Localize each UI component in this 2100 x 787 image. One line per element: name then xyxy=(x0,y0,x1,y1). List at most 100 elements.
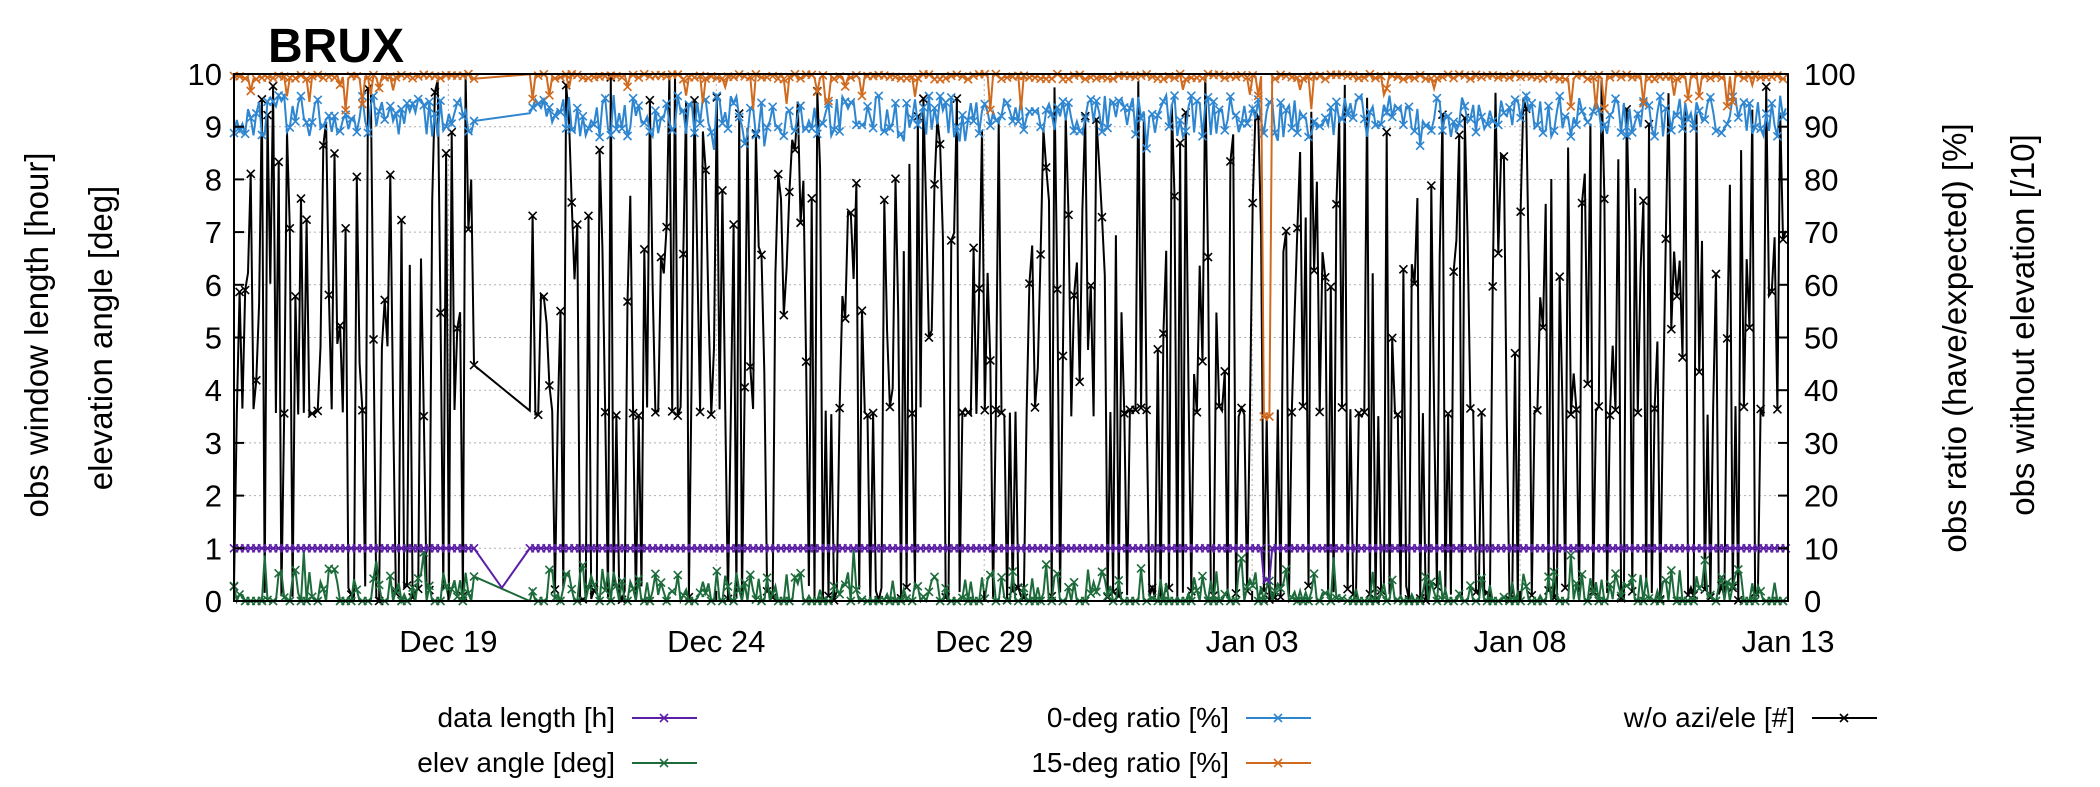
series-0deg-ratio-point xyxy=(1063,98,1074,108)
series-elev-angle-point xyxy=(740,578,750,588)
series-wo-azi-ele-point xyxy=(1633,408,1643,418)
series-elev-angle-point xyxy=(941,583,951,593)
series-wo-azi-ele-point xyxy=(924,332,934,343)
series-wo-azi-ele-point xyxy=(1169,191,1180,201)
series-wo-azi-ele-point xyxy=(1465,403,1475,414)
series-0deg-ratio-point xyxy=(469,116,479,126)
series-0deg-ratio-point xyxy=(567,125,577,135)
y-left-tick-label: 5 xyxy=(205,321,222,356)
series-0deg-ratio-point xyxy=(779,131,789,141)
series-0deg-ratio-point xyxy=(458,111,468,121)
legend-label: 15-deg ratio [%] xyxy=(1031,747,1229,778)
series-wo-azi-ele-point xyxy=(1220,366,1230,376)
series-wo-azi-ele-point xyxy=(1711,269,1721,279)
series-wo-azi-ele-point xyxy=(1499,151,1509,162)
series-15deg-ratio-point xyxy=(1264,411,1275,422)
series-wo-azi-ele-point xyxy=(1382,127,1392,137)
series-15deg-ratio-point xyxy=(622,82,633,92)
series-wo-azi-ele-point xyxy=(885,402,895,412)
series-0deg-ratio-point xyxy=(790,126,800,136)
series-15deg-ratio-point xyxy=(1181,74,1191,84)
series-0deg-ratio-point xyxy=(740,139,750,149)
series-wo-azi-ele-point xyxy=(974,283,984,294)
series-wo-azi-ele-point xyxy=(667,406,677,416)
series-elev-angle-point xyxy=(628,584,638,594)
series-0deg-ratio-point xyxy=(762,122,772,132)
series-elev-angle-point xyxy=(723,581,733,591)
series-elev-angle-point xyxy=(419,547,429,557)
series-wo-azi-ele-point xyxy=(1599,194,1609,204)
series-0deg-ratio-point xyxy=(251,108,261,118)
series-0deg-ratio-point xyxy=(751,130,761,140)
series-0deg-ratio-point xyxy=(1610,94,1621,104)
series-0deg-ratio-point xyxy=(1622,131,1632,141)
series-0deg-ratio-point xyxy=(874,91,884,101)
series-0deg-ratio-point xyxy=(902,98,912,108)
legend-marker xyxy=(1839,713,1849,723)
series-wo-azi-ele-point xyxy=(929,179,940,189)
series-0deg-ratio-point xyxy=(1538,128,1548,138)
series-wo-azi-ele-point xyxy=(795,218,806,228)
series-0deg-ratio-point xyxy=(734,112,744,122)
series-0deg-ratio-point xyxy=(1733,112,1743,123)
x-tick-label: Dec 24 xyxy=(667,624,765,659)
series-wo-azi-ele-point xyxy=(862,410,873,420)
series-wo-azi-ele-point xyxy=(285,223,295,233)
series-wo-azi-ele-point xyxy=(695,407,705,417)
series-wo-azi-ele-point xyxy=(1650,404,1660,414)
series-0deg-ratio-point xyxy=(622,131,633,141)
series-0deg-ratio-point xyxy=(667,125,677,135)
series-wo-azi-ele-point xyxy=(396,215,407,225)
x-tick-label: Jan 13 xyxy=(1741,624,1834,659)
series-data-length xyxy=(229,543,1791,590)
series-0deg-ratio-point xyxy=(1365,107,1375,117)
series-0deg-ratio-point xyxy=(1348,113,1358,123)
series-0deg-ratio-point xyxy=(857,120,867,130)
series-0deg-ratio-point xyxy=(1666,125,1676,135)
series-0deg-ratio-point xyxy=(723,124,733,134)
series-0deg-ratio-point xyxy=(1432,93,1442,103)
series-wo-azi-ele-point xyxy=(1756,404,1766,414)
series-wo-azi-ele-point xyxy=(595,145,605,155)
y-right-tick-label: 80 xyxy=(1804,162,1838,197)
series-0deg-ratio-point xyxy=(1627,127,1637,137)
series-0deg-ratio-point xyxy=(896,129,906,139)
series-0deg-ratio-point xyxy=(1577,106,1587,116)
x-tick-label: Dec 19 xyxy=(399,624,497,659)
series-15deg-ratio-point xyxy=(1236,70,1247,80)
series-elev-angle-point xyxy=(1577,569,1587,579)
series-elev-angle-point xyxy=(318,584,328,594)
series-elev-angle-point xyxy=(1041,559,1051,570)
chart-title: BRUX xyxy=(268,20,404,73)
series-wo-azi-ele-point xyxy=(1315,407,1325,417)
series-0deg-ratio-point xyxy=(913,120,923,130)
series-elev-angle-point xyxy=(1387,575,1397,585)
series-0deg-ratio-point xyxy=(1036,122,1046,132)
series-wo-azi-ele-point xyxy=(622,296,633,307)
series-0deg-ratio-point xyxy=(307,117,317,127)
series-0deg-ratio-point xyxy=(1767,98,1777,108)
series-15deg-ratio-point xyxy=(1722,101,1732,111)
series-wo-azi-ele-point xyxy=(307,408,317,419)
series-15deg-ratio-point xyxy=(1158,74,1168,84)
series-0deg-ratio-point xyxy=(1700,114,1710,125)
series-elev-angle-point xyxy=(1270,586,1280,596)
series-elev-angle-point xyxy=(1069,577,1079,587)
series-0deg-ratio-point xyxy=(1772,131,1782,141)
series-wo-azi-ele-point xyxy=(1739,402,1749,412)
series-elev-angle-point xyxy=(583,582,594,592)
series-0deg-ratio-point xyxy=(1571,120,1582,130)
series-0deg-ratio-point xyxy=(1599,120,1609,130)
series-wo-azi-ele-point xyxy=(469,360,479,370)
legend-item: w/o azi/ele [#] xyxy=(1623,702,1877,733)
series-0deg-ratio-point xyxy=(1303,132,1314,142)
series-wo-azi-ele-point xyxy=(441,148,451,158)
series-wo-azi-ele-point xyxy=(1493,248,1503,258)
series-elev-angle-point xyxy=(1733,564,1743,574)
series-wo-azi-ele-point xyxy=(1387,333,1397,343)
series-wo-azi-ele-point xyxy=(1287,407,1297,417)
y-right-tick-label: 0 xyxy=(1804,584,1821,619)
series-elev-angle-point xyxy=(1616,591,1626,601)
series-0deg-ratio-point xyxy=(352,127,362,137)
series-15deg-ratio-point xyxy=(329,73,340,83)
